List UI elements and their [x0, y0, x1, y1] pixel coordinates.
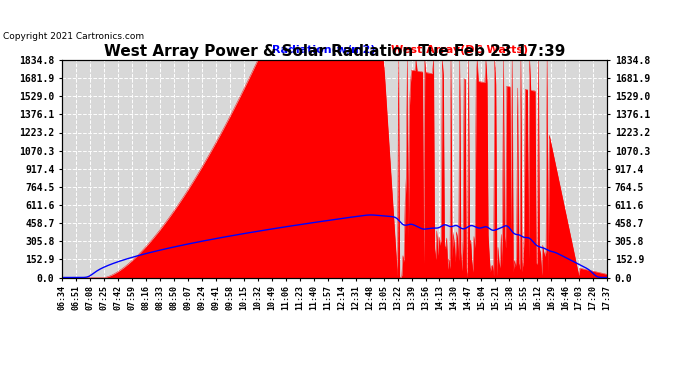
Text: Copyright 2021 Cartronics.com: Copyright 2021 Cartronics.com — [3, 32, 145, 41]
Text: Radiation(w/m2): Radiation(w/m2) — [272, 45, 375, 55]
Text: West Array(DC Watts): West Array(DC Watts) — [391, 45, 529, 55]
Title: West Array Power & Solar Radiation Tue Feb 23 17:39: West Array Power & Solar Radiation Tue F… — [104, 44, 565, 59]
